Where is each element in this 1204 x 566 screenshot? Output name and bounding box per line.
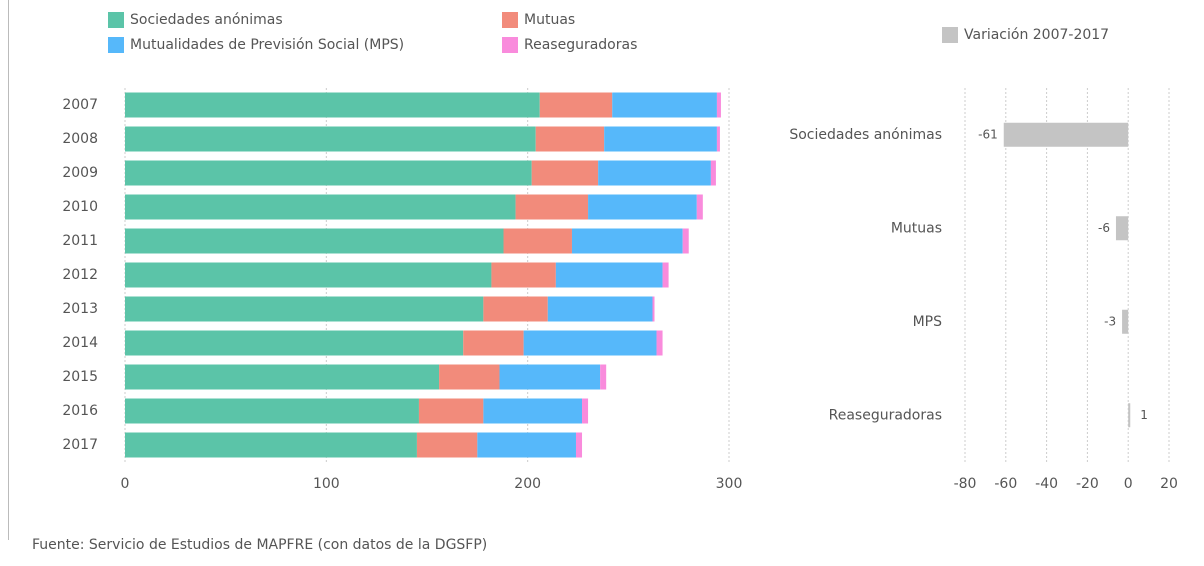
bar — [125, 160, 532, 186]
bar — [682, 228, 689, 254]
bar — [1003, 122, 1129, 147]
bar — [463, 330, 524, 356]
y-tick-label: 2015 — [62, 369, 98, 385]
x-tick-label: -80 — [954, 476, 977, 492]
bar — [515, 194, 589, 220]
bar — [582, 398, 589, 424]
y-tick-label: 2014 — [62, 335, 98, 351]
legend-swatch — [108, 37, 124, 53]
bar — [656, 330, 663, 356]
bar — [612, 92, 717, 118]
legend-swatch — [942, 27, 958, 43]
bar — [598, 160, 711, 186]
bar — [1115, 216, 1129, 241]
value-label: -61 — [978, 127, 998, 141]
bar — [716, 92, 721, 118]
x-tick-label: 20 — [1160, 476, 1178, 492]
bar — [125, 398, 419, 424]
x-tick-label: 100 — [313, 476, 340, 492]
y-tick-label: MPS — [913, 314, 943, 330]
bar — [600, 364, 607, 390]
legend-label: Mutuas — [524, 12, 575, 28]
legend-label: Mutualidades de Previsión Social (MPS) — [130, 37, 404, 53]
bar — [125, 432, 417, 458]
bar — [503, 228, 572, 254]
legend-label: Sociedades anónimas — [130, 12, 283, 28]
bar — [477, 432, 576, 458]
bar — [652, 296, 655, 322]
y-tick-label: 2009 — [62, 165, 98, 181]
bar — [575, 432, 583, 458]
bar — [604, 126, 717, 152]
bar — [483, 296, 548, 322]
x-tick-label: 0 — [1124, 476, 1133, 492]
bar — [125, 262, 492, 288]
y-tick-label: 2007 — [62, 97, 98, 113]
x-tick-label: -60 — [994, 476, 1017, 492]
bar — [125, 296, 484, 322]
bar — [418, 398, 484, 424]
bar — [547, 296, 653, 322]
bar — [523, 330, 657, 356]
y-tick-label: 2008 — [62, 131, 98, 147]
bar — [571, 228, 683, 254]
y-tick-label: Sociedades anónimas — [789, 127, 942, 143]
x-tick-label: 300 — [716, 476, 743, 492]
value-label: -6 — [1098, 221, 1110, 235]
x-tick-label: 0 — [121, 476, 130, 492]
legend-swatch — [108, 12, 124, 28]
value-label: 1 — [1140, 408, 1148, 422]
bar — [491, 262, 556, 288]
bar — [696, 194, 703, 220]
bar — [539, 92, 613, 118]
bar — [531, 160, 599, 186]
x-tick-label: -20 — [1076, 476, 1099, 492]
legend-label: Reaseguradoras — [524, 37, 637, 53]
bar — [125, 194, 516, 220]
y-tick-label: 2017 — [62, 437, 98, 453]
value-label: -3 — [1104, 314, 1116, 328]
x-tick-label: -40 — [1035, 476, 1058, 492]
bar — [125, 228, 504, 254]
y-tick-label: Reaseguradoras — [829, 407, 942, 423]
bar — [499, 364, 601, 390]
bar — [588, 194, 697, 220]
bar — [662, 262, 669, 288]
bar — [125, 330, 464, 356]
bar — [125, 364, 440, 390]
bar — [416, 432, 478, 458]
bar — [483, 398, 583, 424]
bar — [125, 92, 540, 118]
bar — [1128, 403, 1131, 428]
legend-label: Variación 2007-2017 — [964, 27, 1109, 43]
y-tick-label: 2013 — [62, 301, 98, 317]
legend-swatch — [502, 37, 518, 53]
bar — [716, 126, 720, 152]
legend-swatch — [502, 12, 518, 28]
y-tick-label: 2012 — [62, 267, 98, 283]
bar — [710, 160, 716, 186]
y-tick-label: 2011 — [62, 233, 98, 249]
bar — [125, 126, 536, 152]
bar — [439, 364, 500, 390]
bar — [555, 262, 663, 288]
y-tick-label: 2010 — [62, 199, 98, 215]
y-tick-label: Mutuas — [891, 220, 942, 236]
source-note: Fuente: Servicio de Estudios de MAPFRE (… — [32, 537, 487, 553]
y-tick-label: 2016 — [62, 403, 98, 419]
bar — [535, 126, 605, 152]
bar — [1122, 309, 1129, 334]
x-tick-label: 200 — [514, 476, 541, 492]
